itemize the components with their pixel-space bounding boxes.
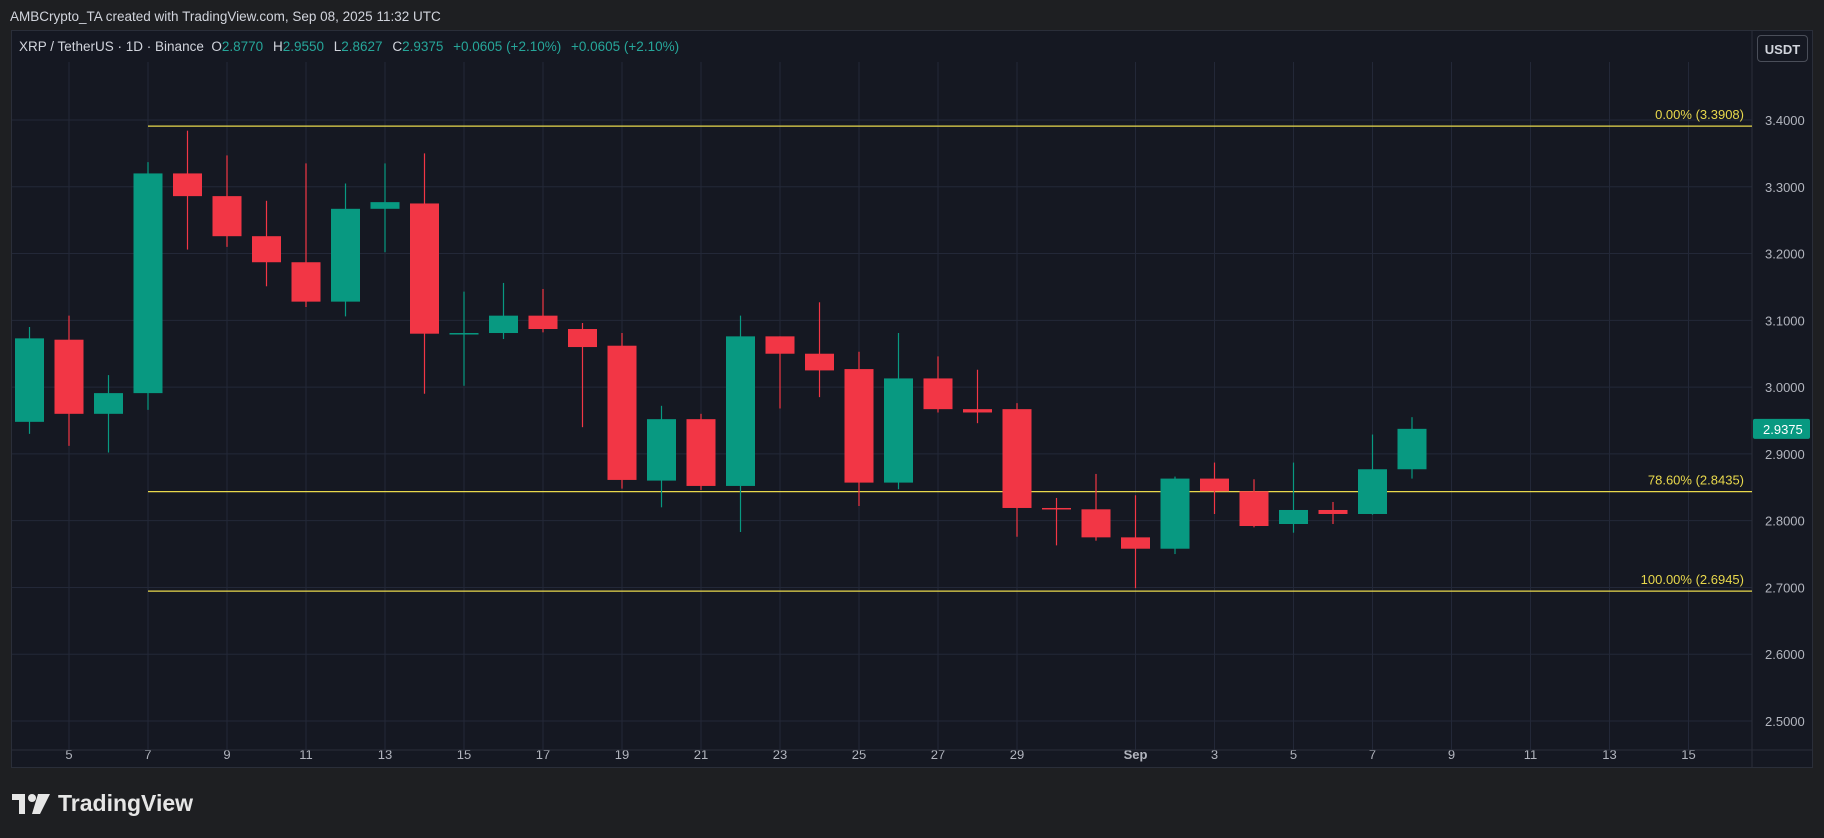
candle-body-up[interactable]: [1397, 428, 1427, 470]
candle-body-down[interactable]: [410, 203, 439, 334]
x-tick-label: 13: [378, 747, 392, 762]
candle-body-up[interactable]: [370, 202, 400, 209]
candle-body-up[interactable]: [1160, 478, 1190, 549]
candle-body-up[interactable]: [449, 333, 479, 335]
candle-body-up[interactable]: [1358, 469, 1387, 514]
candle-body-down[interactable]: [212, 196, 242, 237]
y-tick-label: 2.6000: [1765, 647, 1805, 662]
low-label: L: [333, 39, 342, 54]
candle-body-down[interactable]: [1121, 537, 1150, 549]
x-tick-label: 25: [852, 747, 866, 762]
x-tick-label: 11: [1524, 747, 1538, 762]
candle-body-down[interactable]: [291, 262, 321, 302]
candle-body-down[interactable]: [1002, 409, 1032, 508]
high-label: H: [272, 39, 283, 54]
x-tick-label: 9: [1448, 747, 1455, 762]
fib-level-label: 100.00% (2.6945): [1641, 572, 1744, 587]
candle-body-up[interactable]: [133, 173, 163, 394]
close-value: 2.9375: [402, 39, 444, 54]
fib-level-label: 78.60% (2.8435): [1648, 473, 1744, 488]
last-price-badge: [1753, 418, 1810, 439]
candle-body-down[interactable]: [252, 236, 281, 263]
low-value: 2.8627: [341, 39, 383, 54]
candle-body-up[interactable]: [884, 378, 913, 483]
x-tick-label: 29: [1010, 747, 1024, 762]
candle-body-up[interactable]: [15, 338, 44, 422]
candle-body-down[interactable]: [54, 339, 84, 414]
symbol-title[interactable]: XRP / TetherUS · 1D · Binance: [19, 39, 204, 54]
last-price-label: 2.9375: [1763, 422, 1803, 437]
x-tick-label: 11: [299, 747, 313, 762]
x-tick-label: 15: [1681, 747, 1695, 762]
x-tick-label: 5: [65, 747, 72, 762]
x-tick-label: 19: [615, 747, 629, 762]
x-tick-label: 7: [144, 747, 151, 762]
candle-body-down[interactable]: [805, 353, 834, 371]
candle-body-down[interactable]: [686, 419, 716, 486]
open-value: 2.8770: [221, 39, 264, 54]
candle-body-up[interactable]: [726, 336, 755, 486]
candle-body-down[interactable]: [568, 329, 597, 348]
tradingview-logo[interactable]: TradingView: [12, 790, 193, 817]
candle-body-down[interactable]: [1042, 507, 1071, 510]
high-value: 2.9550: [282, 39, 324, 54]
y-tick-label: 2.5000: [1765, 714, 1805, 729]
candle-body-down[interactable]: [1081, 509, 1111, 538]
tradingview-logo-icon: [12, 793, 50, 814]
candle-body-up[interactable]: [1279, 509, 1308, 525]
x-tick-label: 27: [931, 747, 945, 762]
y-tick-label: 2.9000: [1765, 447, 1805, 462]
candle-body-down[interactable]: [844, 369, 874, 483]
candle-body-down[interactable]: [1318, 509, 1348, 514]
change-value-secondary: +0.0605 (+2.10%): [571, 39, 680, 54]
candle-body-down[interactable]: [1200, 478, 1229, 492]
candle-body-down[interactable]: [528, 315, 558, 330]
x-tick-label: 23: [773, 747, 787, 762]
candle-body-down[interactable]: [765, 336, 795, 354]
candle-body-up[interactable]: [94, 393, 123, 414]
candle-body-down[interactable]: [923, 378, 953, 410]
currency-button[interactable]: USDT: [1757, 35, 1808, 62]
fib-level-label: 0.00% (3.3908): [1655, 107, 1744, 122]
y-tick-label: 3.1000: [1765, 313, 1805, 328]
candle-body-down[interactable]: [173, 173, 202, 197]
x-tick-label: 21: [694, 747, 708, 762]
candle-body-down[interactable]: [607, 345, 637, 480]
change-value: +0.0605 (+2.10%): [453, 39, 562, 54]
x-tick-label: Sep: [1124, 747, 1148, 762]
y-tick-label: 3.2000: [1765, 247, 1805, 262]
y-tick-label: 3.4000: [1765, 113, 1805, 128]
symbol-legend[interactable]: XRP / TetherUS · 1D · Binance O2.8770 H2…: [19, 39, 679, 54]
y-tick-label: 3.3000: [1765, 180, 1805, 195]
x-tick-label: 7: [1369, 747, 1376, 762]
candle-body-down[interactable]: [963, 409, 992, 413]
open-label: O: [211, 39, 222, 54]
x-tick-label: 3: [1211, 747, 1218, 762]
chart-caption: AMBCrypto_TA created with TradingView.co…: [10, 9, 441, 24]
candle-body-up[interactable]: [647, 419, 676, 481]
candle-body-down[interactable]: [1239, 491, 1269, 527]
close-label: C: [392, 39, 403, 54]
candle-body-up[interactable]: [489, 315, 518, 334]
tradingview-brand: TradingView: [58, 790, 194, 816]
y-tick-label: 2.8000: [1765, 514, 1805, 529]
y-tick-label: 2.7000: [1765, 580, 1805, 595]
x-tick-label: 17: [536, 747, 550, 762]
x-tick-label: 5: [1290, 747, 1297, 762]
x-tick-label: 15: [457, 747, 471, 762]
candle-body-up[interactable]: [331, 208, 360, 302]
y-tick-label: 3.0000: [1765, 380, 1805, 395]
x-tick-label: 9: [223, 747, 230, 762]
x-tick-label: 13: [1602, 747, 1616, 762]
